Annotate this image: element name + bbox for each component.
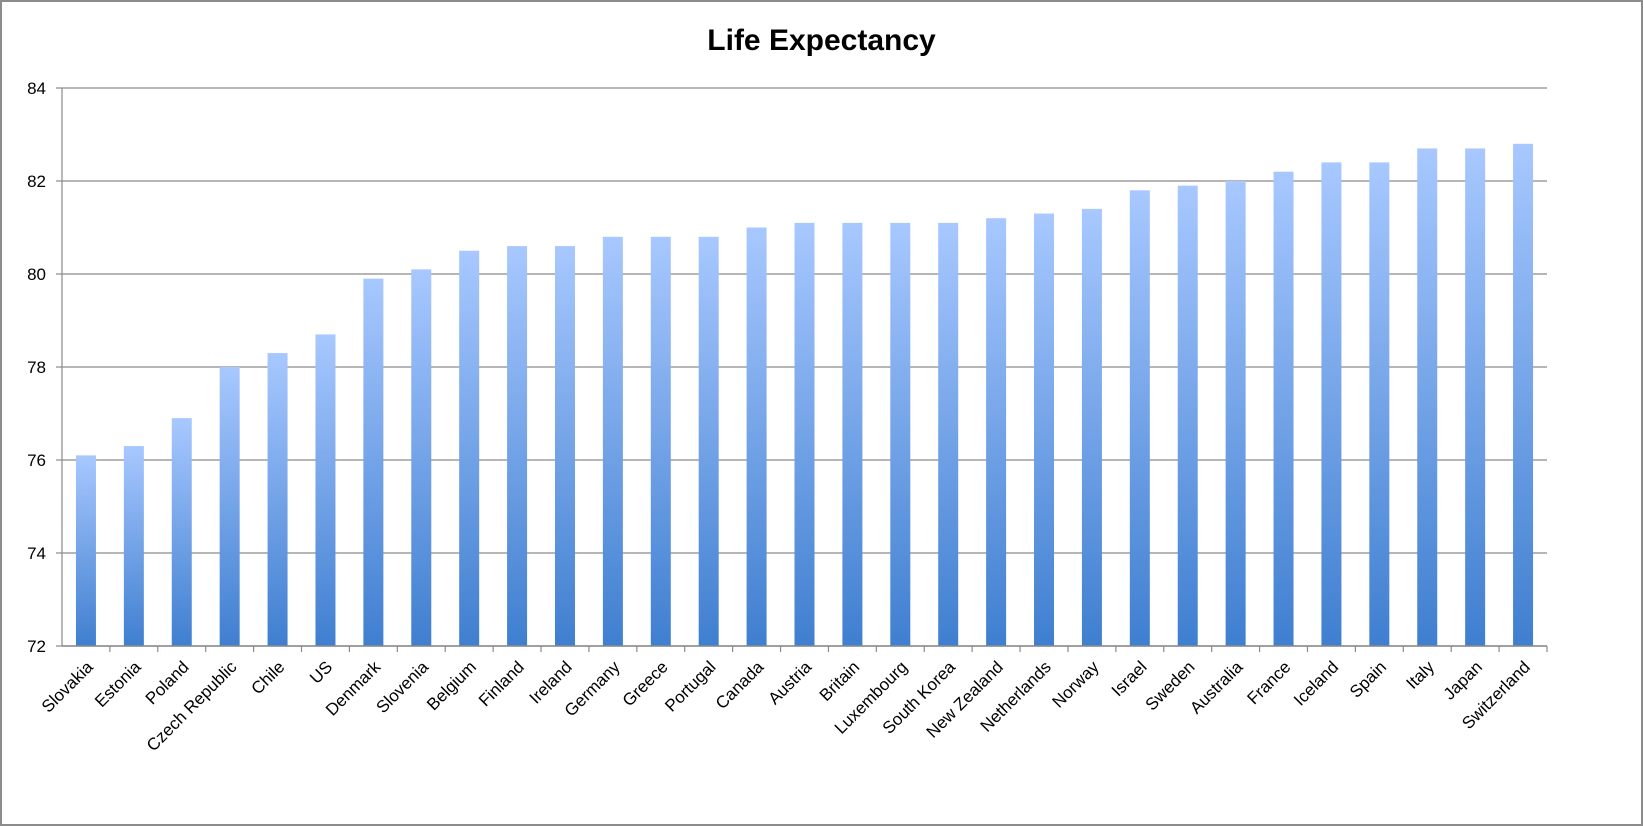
x-category-label: Spain — [1346, 657, 1390, 701]
x-category-label: France — [1244, 657, 1295, 708]
x-category-label: Slovenia — [373, 657, 433, 717]
bar-new-zealand — [986, 218, 1007, 646]
bar-luxembourg — [890, 222, 911, 646]
bar-chile — [267, 353, 288, 646]
x-category-label: Chile — [248, 657, 289, 698]
bar-canada — [746, 227, 767, 646]
bar-norway — [1081, 208, 1102, 646]
bar-germany — [602, 236, 623, 647]
bar-israel — [1129, 190, 1150, 647]
bar-slovenia — [411, 269, 432, 646]
bar-czech-republic — [219, 367, 240, 646]
bar-france — [1273, 171, 1294, 646]
x-category-label: Austria — [764, 657, 815, 708]
x-category-label: Japan — [1440, 657, 1486, 703]
bar-ireland — [554, 246, 575, 646]
x-category-label: Canada — [712, 657, 768, 713]
bar-spain — [1369, 162, 1390, 646]
x-category-label: Estonia — [91, 657, 145, 711]
x-category-label: Czech Republic — [143, 657, 241, 755]
bar-slovakia — [75, 455, 96, 646]
y-tick-label: 74 — [27, 544, 46, 563]
bar-portugal — [698, 236, 719, 647]
bar-italy — [1417, 148, 1438, 646]
bar-austria — [794, 222, 815, 646]
x-category-label: Israel — [1108, 657, 1151, 700]
x-category-label: Norway — [1049, 657, 1104, 712]
bar-estonia — [123, 446, 144, 646]
axes — [61, 88, 1547, 647]
bar-poland — [171, 418, 192, 646]
y-tick-label: 76 — [27, 451, 46, 470]
x-category-label: Belgium — [423, 657, 480, 714]
bar-finland — [507, 246, 528, 646]
y-tick-label: 84 — [27, 79, 46, 98]
x-category-label: Finland — [475, 657, 528, 710]
bar-belgium — [459, 250, 480, 646]
bar-sweden — [1177, 185, 1198, 646]
chart-title: Life Expectancy — [707, 24, 936, 57]
bar-iceland — [1321, 162, 1342, 646]
x-category-label: Portugal — [661, 657, 719, 715]
bar-britain — [842, 222, 863, 646]
y-tick-label: 72 — [27, 637, 46, 656]
bar-switzerland — [1513, 143, 1534, 647]
x-category-label: Australia — [1186, 657, 1247, 718]
y-tick-label: 78 — [27, 358, 46, 377]
bar-australia — [1225, 181, 1246, 646]
y-tick-label: 82 — [27, 172, 46, 191]
bar-greece — [650, 236, 671, 647]
x-category-label: Italy — [1403, 657, 1439, 693]
bar-south-korea — [938, 222, 959, 646]
bar-us — [315, 334, 336, 646]
y-tick-label: 80 — [27, 265, 46, 284]
bar-netherlands — [1034, 213, 1055, 647]
x-category-label: US — [306, 657, 336, 687]
bar-denmark — [363, 278, 384, 646]
x-category-label: Iceland — [1290, 657, 1342, 709]
bar-japan — [1465, 148, 1486, 646]
y-axis-ticks: 72 74 76 78 80 82 84 — [27, 79, 62, 656]
x-category-label: Slovakia — [38, 657, 97, 716]
bars — [75, 143, 1534, 647]
